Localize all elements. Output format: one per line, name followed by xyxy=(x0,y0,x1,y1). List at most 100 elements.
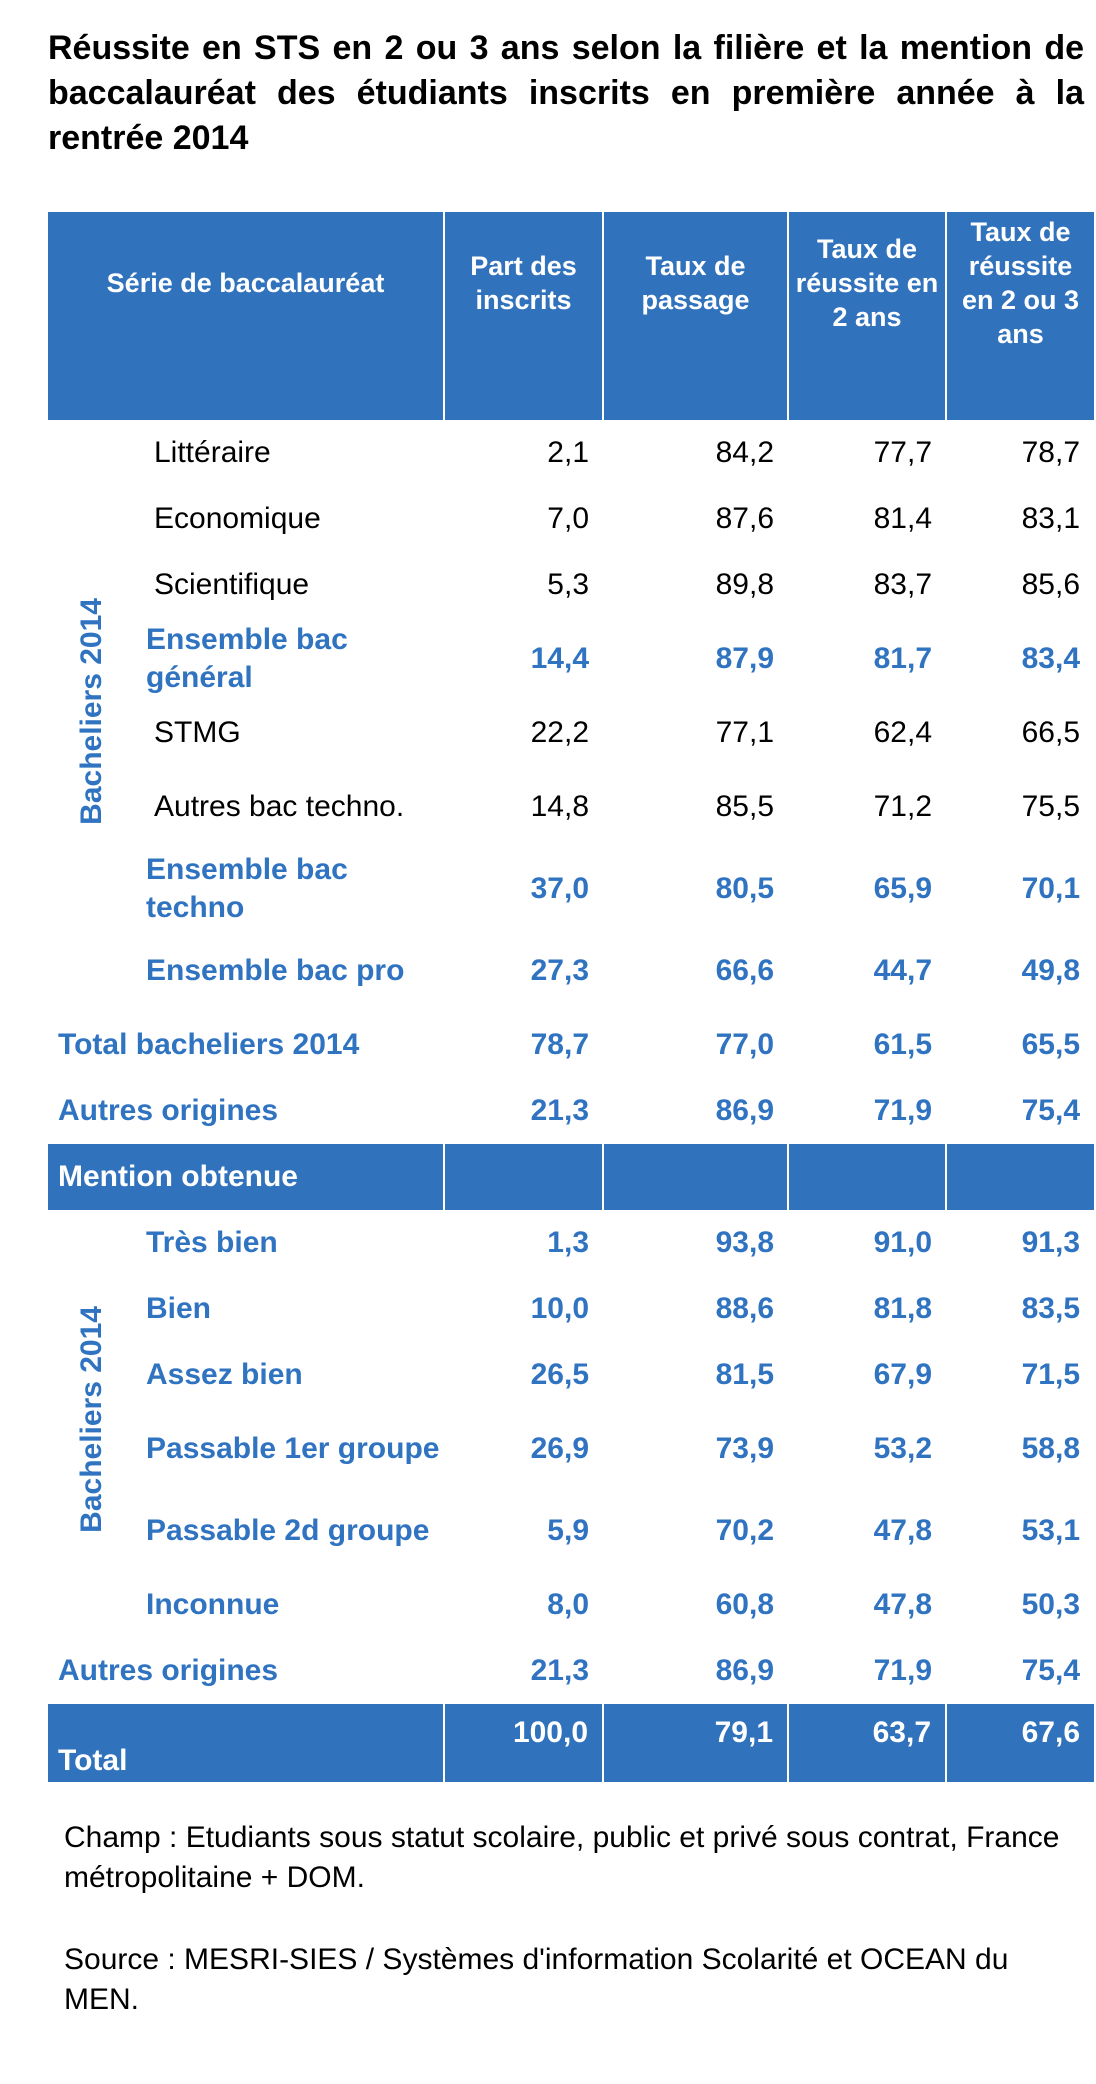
row-label: Bien xyxy=(146,1292,212,1325)
value-cell: 5,3 xyxy=(547,568,590,601)
grand-total-row: Total 100,0 79,1 63,7 67,6 xyxy=(48,1704,1095,1782)
value-cell: 37,0 xyxy=(530,872,590,905)
value-cell: 87,9 xyxy=(715,642,775,675)
row-label: Economique xyxy=(154,502,321,535)
value-cell: 21,3 xyxy=(530,1654,590,1687)
note: Source : MESRI-SIES / Systèmes d'informa… xyxy=(64,1943,1009,2016)
total-row: Autres origines 21,3 86,9 71,9 75,4 xyxy=(48,1638,1094,1704)
value-cell: 67,9 xyxy=(873,1358,933,1391)
row-label: Passable 1er groupe xyxy=(146,1432,440,1465)
header-cell xyxy=(787,1144,947,1210)
value-cell: 86,9 xyxy=(715,1654,775,1687)
data-row: STMG 22,2 77,1 62,4 66,5 xyxy=(48,700,1094,766)
header-row xyxy=(48,354,1095,420)
value-cell: 78,7 xyxy=(530,1028,590,1061)
value-cell: 14,8 xyxy=(530,790,590,823)
value-cell: 14,4 xyxy=(530,642,590,675)
row-label: Total xyxy=(48,1704,445,1782)
value-cell: 67,6 xyxy=(945,1704,1095,1782)
value-cell: 75,5 xyxy=(1021,790,1081,823)
row-label: Passable 2d groupe xyxy=(146,1514,430,1547)
header-cell xyxy=(48,354,445,420)
row-label: Total bacheliers 2014 xyxy=(58,1028,360,1061)
value-cell: 47,8 xyxy=(873,1514,933,1547)
value-cell: 75,4 xyxy=(1021,1654,1081,1687)
row-label: STMG xyxy=(154,716,241,749)
header-cell xyxy=(945,354,1095,420)
data-row: Autres bac techno. 14,8 85,5 71,2 75,5 xyxy=(48,766,1094,848)
data-row: Ensemble bac techno 37,0 80,5 65,9 70,1 xyxy=(48,848,1094,930)
group-label: Bacheliers 2014 xyxy=(75,597,108,825)
value-cell: 83,5 xyxy=(1021,1292,1081,1325)
value-cell: 50,3 xyxy=(1021,1588,1081,1621)
data-row: Economique 7,0 87,6 81,4 83,1 xyxy=(48,486,1094,552)
row-label: Littéraire xyxy=(154,436,271,469)
value-cell: 85,5 xyxy=(715,790,775,823)
row-label: Ensemble bac techno xyxy=(146,853,348,924)
row-label: Assez bien xyxy=(146,1358,303,1391)
data-row: Bien 10,0 88,6 81,8 83,5 xyxy=(48,1276,1094,1342)
value-cell: 5,9 xyxy=(547,1514,590,1547)
value-cell: 10,0 xyxy=(530,1292,590,1325)
value-cell: 91,3 xyxy=(1021,1226,1081,1259)
value-cell: 84,2 xyxy=(715,436,775,469)
header-row: Série de baccalauréat Part des inscrits Ta… xyxy=(48,212,1095,354)
value-cell: 71,9 xyxy=(873,1654,933,1687)
value-cell: 70,1 xyxy=(1021,872,1081,905)
column-header: Série de baccalauréat xyxy=(48,212,445,354)
column-header: Taux de passage xyxy=(602,212,789,354)
value-cell: 77,1 xyxy=(715,716,775,749)
value-cell: 61,5 xyxy=(873,1028,933,1061)
note: Champ : Etudiants sous statut scolaire, … xyxy=(64,1821,1060,1894)
data-row: Bacheliers 2014 Littéraire 2,1 84,2 77,7 78,7 xyxy=(48,420,1094,824)
data-row: Scientifique 5,3 89,8 83,7 85,6 xyxy=(48,552,1094,618)
results-table: Série de baccalauréat Part des inscrits Ta… xyxy=(48,212,1095,1782)
value-cell: 83,7 xyxy=(873,568,933,601)
row-label: Inconnue xyxy=(146,1588,280,1621)
section-heading-row: Mention obtenue xyxy=(48,1144,1095,1210)
value-cell: 83,1 xyxy=(1021,502,1081,535)
group-label-cell: Bacheliers 2014 xyxy=(48,420,136,1012)
value-cell: 21,3 xyxy=(530,1094,590,1127)
value-cell: 63,7 xyxy=(787,1704,947,1782)
value-cell: 88,6 xyxy=(715,1292,775,1325)
value-cell: 80,5 xyxy=(715,872,775,905)
value-cell: 77,7 xyxy=(873,436,933,469)
data-row: Inconnue 8,0 60,8 47,8 50,3 xyxy=(48,1572,1094,1638)
table-body: Série de baccalauréat Part des inscrits Ta… xyxy=(48,212,1095,1782)
row-label: Ensemble bac général xyxy=(146,623,348,694)
value-cell: 86,9 xyxy=(715,1094,775,1127)
value-cell: 91,0 xyxy=(873,1226,933,1259)
total-row: Autres origines 21,3 86,9 71,9 75,4 xyxy=(48,1078,1094,1144)
value-cell: 8,0 xyxy=(547,1588,590,1621)
title: Réussite en STS en 2 ou 3 ans selon la f… xyxy=(48,29,1084,157)
value-cell: 1,3 xyxy=(547,1226,590,1259)
value-cell: 62,4 xyxy=(873,716,933,749)
value-cell: 71,5 xyxy=(1021,1358,1081,1391)
data-row: Assez bien 26,5 81,5 67,9 71,5 xyxy=(48,1342,1094,1408)
value-cell: 87,6 xyxy=(715,502,775,535)
data-row: Passable 1er groupe 26,9 73,9 53,2 58,8 xyxy=(48,1408,1094,1490)
value-cell: 47,8 xyxy=(873,1588,933,1621)
value-cell: 53,2 xyxy=(873,1432,933,1465)
value-cell: 77,0 xyxy=(715,1028,775,1061)
section-heading: Mention obtenue xyxy=(48,1144,445,1210)
row-label: Autres origines xyxy=(58,1094,279,1127)
value-cell: 22,2 xyxy=(530,716,590,749)
value-cell: 70,2 xyxy=(715,1514,775,1547)
column-header: Part des inscrits xyxy=(443,212,604,354)
data-row: Passable 2d groupe 5,9 70,2 47,8 53,1 xyxy=(48,1490,1094,1572)
row-label: Scientifique xyxy=(154,568,310,601)
value-cell: 83,4 xyxy=(1021,642,1081,675)
notes: Champ : Etudiants sous statut scolaire, … xyxy=(64,1818,1064,2062)
value-cell: 89,8 xyxy=(715,568,775,601)
value-cell: 7,0 xyxy=(547,502,590,535)
header-cell xyxy=(602,354,789,420)
value-cell: 66,5 xyxy=(1021,716,1081,749)
value-cell: 71,2 xyxy=(873,790,933,823)
row-label: Autres origines xyxy=(58,1654,279,1687)
value-cell: 100,0 xyxy=(443,1704,604,1782)
value-cell: 93,8 xyxy=(715,1226,775,1259)
value-cell: 26,5 xyxy=(530,1358,590,1391)
